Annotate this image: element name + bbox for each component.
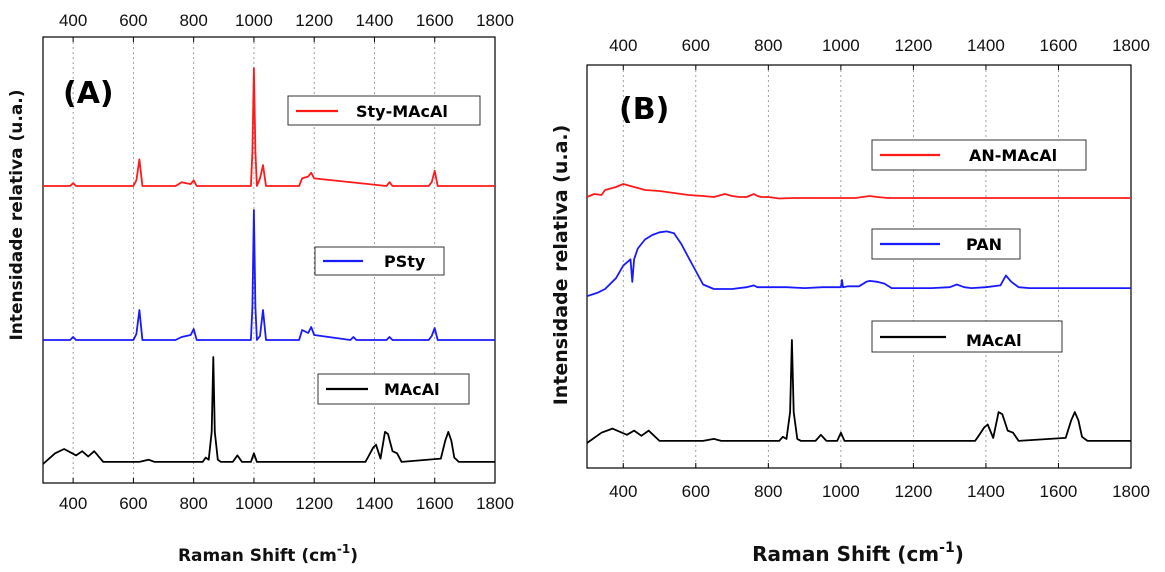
x-tick-label-bottom-b: 800	[754, 482, 782, 501]
x-tick-label-bottom-a: 1400	[356, 494, 394, 513]
x-tick-label-top-b: 400	[609, 36, 637, 55]
x-tick-label-top-a: 800	[179, 11, 207, 30]
plot-frame-a	[42, 36, 496, 484]
x-tick-label-top-a: 1000	[235, 11, 273, 30]
x-axis-title-a: Raman Shift (cm-1)	[178, 542, 358, 566]
chart-panel-a: 400 400 600 600 800 800 1000 1000 1200 1200 1400 14…	[7, 11, 514, 566]
x-tick-label-bottom-a: 1600	[416, 494, 454, 513]
x-tick-label-top-a: 1600	[416, 11, 454, 30]
panel-label-b: (B)	[619, 92, 669, 127]
y-axis-title-b: Intensidade relativa (u.a.)	[550, 125, 572, 406]
x-tick-label-top-b: 600	[682, 36, 710, 55]
x-tick-label-top-a: 400	[59, 11, 87, 30]
legend-a-sty-macal: Sty-MAcAl	[287, 95, 481, 126]
series-line-b-an-macal	[586, 183, 1131, 200]
x-tick-label-bottom-b: 1600	[1040, 482, 1078, 501]
x-tick-label-top-a: 1400	[356, 11, 394, 30]
panel-label-a: (A)	[63, 76, 114, 111]
legend-label: PAN	[966, 235, 1002, 254]
legend-label: AN-MAcAl	[969, 146, 1057, 165]
y-axis-title-a: Intensidade relativa (u.a.)	[7, 89, 27, 340]
legend-a-psty: PSty	[314, 246, 445, 276]
legend-a-macal: MAcAl	[317, 373, 470, 405]
x-tick-label-top-a: 600	[119, 11, 147, 30]
x-tick-label-bottom-a: 600	[119, 494, 147, 513]
x-tick-label-bottom-a: 400	[59, 494, 87, 513]
legend-label: PSty	[384, 252, 426, 271]
ticks-a: 400 400 600 600 800 800 1000 1000 1200 1200 1400 14…	[59, 11, 514, 513]
legend-label: MAcAl	[384, 380, 440, 399]
legend-label: MAcAl	[966, 331, 1022, 350]
x-tick-label-top-b: 1800	[1112, 36, 1150, 55]
series-line-b-macal	[586, 339, 1131, 444]
x-tick-label-bottom-b: 1200	[894, 482, 932, 501]
x-tick-label-top-a: 1200	[295, 11, 333, 30]
x-tick-label-bottom-a: 1000	[235, 494, 273, 513]
series-line-a-macal	[42, 356, 495, 465]
x-tick-label-bottom-a: 1200	[295, 494, 333, 513]
x-tick-label-bottom-b: 1800	[1112, 482, 1150, 501]
legend-b-macal: MAcAl	[871, 320, 1063, 353]
x-tick-label-top-a: 1800	[476, 11, 514, 30]
x-tick-label-bottom-b: 600	[682, 482, 710, 501]
x-tick-label-top-b: 800	[754, 36, 782, 55]
series-line-a-sty-macal	[43, 67, 495, 187]
x-tick-label-top-b: 1400	[967, 36, 1005, 55]
x-tick-label-top-b: 1600	[1040, 36, 1078, 55]
x-tick-label-top-b: 1200	[894, 36, 932, 55]
legend-b-pan: PAN	[871, 228, 1021, 260]
x-tick-label-bottom-b: 1000	[822, 482, 860, 501]
x-tick-label-bottom-a: 1800	[476, 494, 514, 513]
series-line-a-psty	[43, 209, 495, 341]
x-tick-label-bottom-b: 1400	[967, 482, 1005, 501]
plot-frame-b	[586, 64, 1132, 469]
chart-panel-b: 400 400 600 600 800 800 1000 1000 1200 1200 1400 14…	[550, 36, 1150, 566]
x-tick-label-bottom-b: 400	[609, 482, 637, 501]
series-a	[42, 67, 495, 465]
legend-label: Sty-MAcAl	[356, 102, 448, 121]
grid-a	[72, 37, 436, 483]
grid-b	[622, 65, 1059, 468]
ticks-b: 400 400 600 600 800 800 1000 1000 1200 1200 1400 14…	[609, 36, 1150, 501]
legend-b-an-macal: AN-MAcAl	[871, 139, 1087, 171]
x-tick-label-top-b: 1000	[822, 36, 860, 55]
x-axis-title-b: Raman Shift (cm-1)	[752, 540, 964, 566]
series-b	[586, 183, 1131, 444]
x-tick-label-bottom-a: 800	[179, 494, 207, 513]
series-line-b-pan	[586, 230, 1131, 298]
